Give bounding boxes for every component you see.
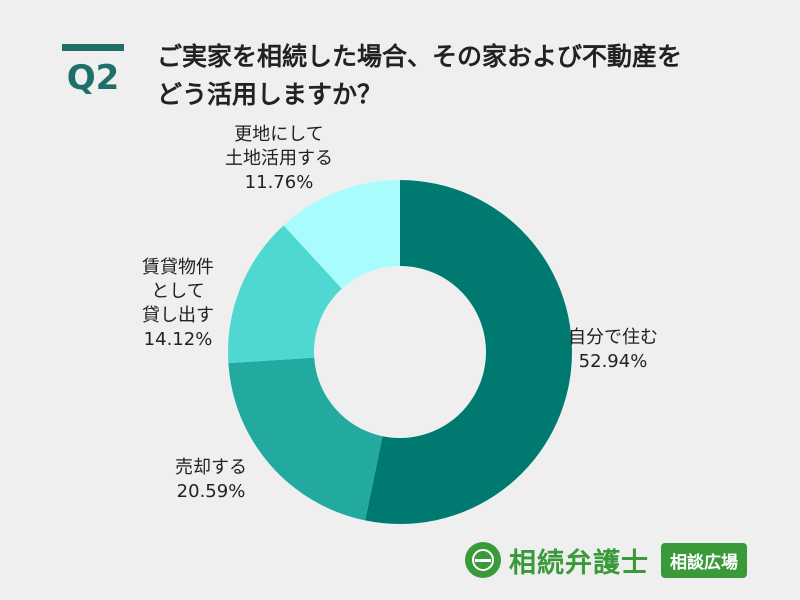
brand-badge: 相談広場 — [661, 542, 747, 578]
slice-label-live-in: 自分で住む 52.94% — [568, 326, 658, 374]
slice-label-rent-out: 賃貸物件 として 貸し出す 14.12% — [142, 256, 214, 352]
slice-label-sell: 売却する 20.59% — [175, 456, 247, 504]
slice-label-text: 自分で住む — [568, 327, 658, 348]
slice-label-text: 売却する — [175, 457, 247, 478]
question-number: Q2 — [66, 58, 120, 98]
slice-value-text: 20.59% — [176, 481, 246, 502]
slice-rent-out — [227, 225, 342, 364]
slice-value-text: 11.76% — [244, 172, 314, 193]
slice-live-in — [365, 180, 573, 524]
slice-sell — [228, 357, 383, 521]
slice-label-text: 更地にして — [234, 124, 324, 145]
brand-name: 相続弁護士 — [509, 547, 649, 579]
slice-label-text: 貸し出す — [142, 305, 214, 326]
question-title-line-1: ご実家を相続した場合、その家および不動産を — [157, 42, 683, 71]
question-title-line-2: どう活用しますか？ — [157, 80, 383, 109]
slice-label-text: 土地活用する — [225, 148, 333, 169]
scales-icon — [465, 542, 501, 578]
slice-label-vacant-land: 更地にして 土地活用する 11.76% — [225, 123, 333, 195]
brand-logo: 相続弁護士 相談広場 — [465, 540, 747, 580]
slice-value-text: 52.94% — [578, 351, 648, 372]
question-title: ご実家を相続した場合、その家および不動産を どう活用しますか？ — [157, 38, 777, 114]
slice-label-text: として — [151, 281, 205, 302]
slice-value-text: 14.12% — [143, 329, 213, 350]
slice-label-text: 賃貸物件 — [142, 257, 214, 278]
question-accent-bar — [62, 44, 124, 51]
slice-vacant-land — [283, 180, 400, 289]
